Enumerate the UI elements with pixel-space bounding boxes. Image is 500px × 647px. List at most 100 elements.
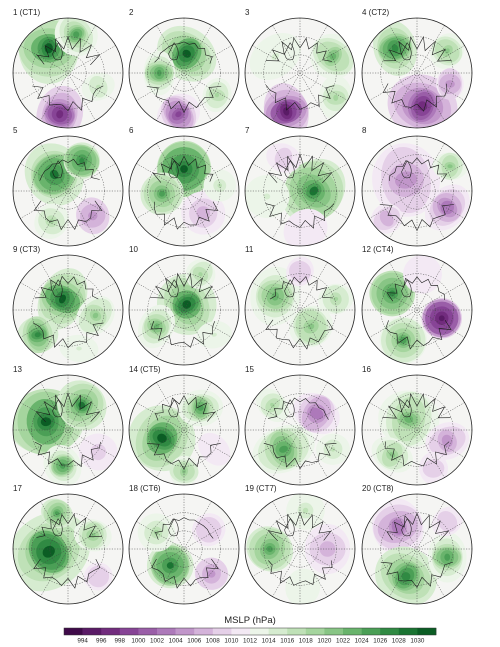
meridian-line [252, 45, 348, 101]
panel-label: 2 [129, 8, 134, 17]
contour-band [391, 44, 399, 53]
coastline-greenland [52, 160, 63, 179]
panel-border [244, 493, 356, 605]
latlon-grid [129, 375, 239, 485]
coastline-greenland [401, 160, 412, 179]
panel-border [361, 374, 473, 486]
panel-border [12, 493, 124, 605]
contour-band [198, 272, 203, 277]
colorbar-swatch [212, 628, 232, 635]
colorbar-tick-label: 1004 [169, 638, 184, 645]
pressure-center [181, 191, 226, 235]
panel-border [12, 254, 124, 366]
contour-band [73, 31, 80, 38]
meridian-line [369, 282, 465, 338]
pressure-center [40, 498, 74, 528]
pressure-center [283, 208, 328, 246]
coastline-greenland [168, 160, 179, 179]
panel-border [128, 17, 240, 129]
pressure-center [369, 270, 416, 317]
pressure-center [37, 268, 88, 330]
contour-band [324, 545, 331, 553]
contour-band [447, 164, 453, 169]
panel-label: 7 [245, 126, 250, 135]
pressure-center [36, 85, 84, 128]
contour-band [431, 466, 436, 471]
panel-label: 4 (CT2) [362, 8, 389, 17]
colorbar-swatch [119, 628, 139, 635]
panel-border [128, 254, 240, 366]
coastline-north-america [154, 394, 216, 422]
panel-4: 4 (CT2) [361, 8, 473, 129]
coastline-eurasia [150, 320, 215, 348]
contour-band [96, 574, 101, 579]
colorbar-swatch [157, 628, 176, 635]
contour-band [211, 332, 217, 337]
pressure-center [427, 531, 467, 583]
colorbar-swatch [250, 628, 269, 635]
contour-band [95, 449, 101, 455]
pressure-center [140, 172, 184, 216]
panel-field [362, 375, 472, 485]
pressure-center [202, 77, 232, 113]
colorbar-tick-label: 1022 [336, 638, 351, 645]
pressure-center [157, 93, 200, 128]
contour-band [283, 107, 290, 116]
pressure-center [54, 18, 98, 57]
meridian-line [136, 402, 232, 458]
pressure-center [76, 295, 115, 336]
panel-field [13, 255, 123, 365]
pressure-center [246, 526, 294, 572]
contour-band [389, 452, 396, 458]
panel-field [362, 136, 472, 246]
panel-13: 13 [12, 365, 124, 486]
contour-band [92, 312, 99, 319]
meridian-line [20, 282, 116, 338]
contour-band [444, 553, 451, 561]
contour-band [182, 49, 191, 58]
panel-border [361, 493, 473, 605]
coastline-greenland [168, 42, 179, 61]
contour-band [401, 572, 411, 581]
panel-label: 3 [245, 8, 250, 17]
panel-border [244, 374, 356, 486]
pressure-center [143, 50, 176, 96]
contour-band [417, 101, 428, 111]
contour-band [444, 48, 450, 54]
pressure-center [371, 436, 413, 473]
colorbar-swatch [101, 628, 121, 635]
contour-band [313, 410, 320, 417]
meridian-line [20, 163, 116, 219]
colorbar-swatch [287, 628, 307, 635]
contour-band [447, 81, 453, 87]
coastline-north-america [269, 276, 334, 300]
meridian-line [20, 402, 116, 458]
panel-label: 18 (CT6) [129, 484, 161, 493]
contour-band [200, 210, 207, 216]
contour-band [54, 511, 60, 516]
contour-band [444, 519, 450, 524]
pressure-center [252, 424, 315, 474]
pressure-center [285, 568, 321, 604]
colorbar-frame [63, 627, 437, 636]
panel-1: 1 (CT1) [12, 8, 124, 129]
meridian-line [252, 521, 348, 577]
contour-band [438, 315, 445, 322]
panel-field [362, 18, 472, 128]
contour-band [270, 402, 275, 408]
contour-band [384, 216, 389, 221]
coastline-greenland [284, 160, 295, 179]
coastline-eurasia [385, 320, 452, 350]
meridian-line [252, 282, 348, 338]
colorbar-tick-label: 1024 [355, 638, 370, 645]
panel-20: 20 (CT8) [361, 484, 473, 605]
pressure-center [196, 321, 232, 349]
panel-field [129, 494, 239, 604]
contour-band [182, 300, 192, 309]
meridian-line [252, 402, 348, 458]
colorbar-swatch [361, 628, 381, 635]
panel-16: 16 [361, 365, 473, 486]
pressure-center [194, 557, 229, 590]
pressure-center [318, 283, 354, 315]
panel-border [244, 254, 356, 366]
